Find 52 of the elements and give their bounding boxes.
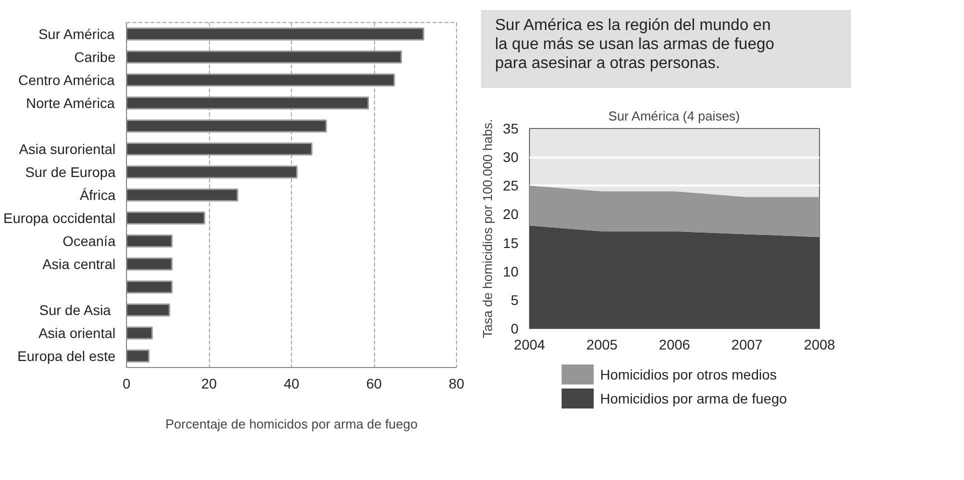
x-tick-label: 2005: [586, 336, 618, 352]
y-tick-label: 25: [502, 178, 519, 194]
y-tick-label: Centro América: [18, 72, 115, 88]
bar: [126, 326, 153, 340]
bar: [126, 142, 312, 156]
text: Sur América es la región del mundo en la que más se usan las armas de fuego para asesinar a otras personas.: [495, 16, 774, 74]
x-tick-label: 2008: [804, 336, 836, 352]
x-tick-label: 40: [284, 376, 300, 392]
bar: [126, 74, 395, 86]
y-tick-label: 5: [510, 292, 519, 308]
y-axis-title: Tasa de homicidios por 100.000 habs.: [480, 119, 495, 338]
y-tick-label: 15: [502, 234, 519, 251]
bar: [126, 304, 170, 316]
y-tick-label: Sur de Asia: [39, 302, 112, 318]
x-tick-label: 2006: [658, 336, 690, 352]
y-tick-label: Caribe: [74, 49, 116, 65]
y-tick-label: África: [80, 187, 116, 203]
bar: [126, 234, 173, 248]
bar: [126, 50, 402, 64]
y-tick-label: Sur de Europa: [25, 164, 116, 180]
y-tick-label: 20: [502, 206, 519, 222]
y-tick-label: 10: [502, 263, 519, 280]
y-tick-label: Asia central: [42, 256, 116, 272]
x-tick-label: 0: [122, 376, 131, 392]
bar: [126, 350, 150, 362]
y-tick-label: Sur América: [38, 26, 115, 42]
y-tick-label: 30: [502, 149, 519, 166]
bar: [126, 120, 327, 132]
y-tick-label: Asia oriental: [38, 325, 116, 341]
x-tick-label: 60: [366, 376, 382, 392]
y-tick-label: Asia suroriental: [19, 141, 116, 157]
bar: [126, 28, 424, 40]
bar: [126, 96, 369, 110]
x-tick-label: 2007: [731, 336, 763, 352]
x-axis-title: Porcentaje de homicidos por arma de fuego: [165, 416, 418, 432]
x-tick-label: 20: [201, 376, 217, 392]
legend-label: Homicidios por otros medios: [600, 366, 777, 382]
y-tick-label: 35: [502, 120, 519, 136]
legend-label: Homicidios por arma de fuego: [600, 390, 788, 406]
bar: [126, 166, 298, 178]
y-tick-label: Oceanía: [62, 233, 116, 249]
y-tick-label: Europa del este: [17, 348, 116, 364]
y-tick-label: Norte América: [26, 95, 115, 111]
bar: [126, 258, 173, 270]
chart-title: Sur América (4 paises): [608, 108, 740, 124]
y-tick-label: 0: [510, 320, 519, 336]
x-tick-label: 80: [448, 376, 464, 392]
bar: [126, 280, 173, 294]
bar: [126, 188, 238, 202]
bar: [126, 212, 206, 224]
y-tick-label: Europa occidental: [3, 210, 116, 226]
x-tick-label: 2004: [514, 336, 546, 352]
